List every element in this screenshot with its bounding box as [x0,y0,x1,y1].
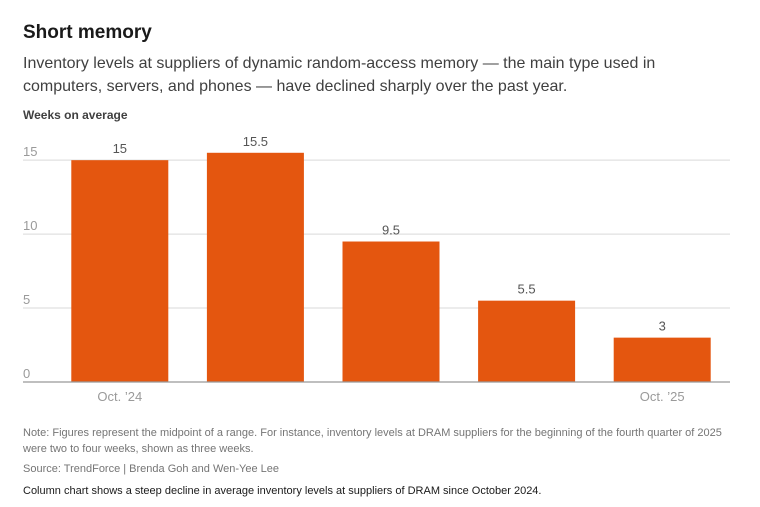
y-ticks: 0 5 10 15 [23,144,37,381]
y-tick-label: 10 [23,218,37,233]
chart-subtitle: Inventory levels at suppliers of dynamic… [23,55,656,95]
bars [71,152,711,382]
data-labels: 15 15.5 9.5 5.5 3 [113,134,666,334]
data-label: 15 [113,141,127,156]
chart-note: Note: Figures represent the midpoint of … [23,427,722,455]
x-tick-label: Oct. ’25 [640,389,685,404]
x-tick-label: Oct. ’24 [97,389,142,404]
bar-chart: 15 15.5 9.5 5.5 3 0 5 10 15 Oct. ’24 Oct. ’25 [23,134,730,404]
y-tick-label: 15 [23,144,37,159]
bar [478,300,576,382]
data-label: 9.5 [382,223,400,238]
chart-description: Column chart shows a steep decline in av… [23,485,542,497]
bar [613,337,711,382]
data-label: 3 [659,319,666,334]
y-axis-label: Weeks on average [23,108,128,122]
y-tick-label: 5 [23,292,30,307]
x-ticks: Oct. ’24 Oct. ’25 [97,389,684,404]
bar [342,241,440,382]
data-label: 15.5 [243,134,268,149]
bar [71,160,169,382]
chart-title: Short memory [23,22,152,43]
chart-source: Source: TrendForce | Brenda Goh and Wen-… [23,463,280,475]
bar [206,152,304,382]
y-tick-label: 0 [23,366,30,381]
data-label: 5.5 [518,282,536,297]
